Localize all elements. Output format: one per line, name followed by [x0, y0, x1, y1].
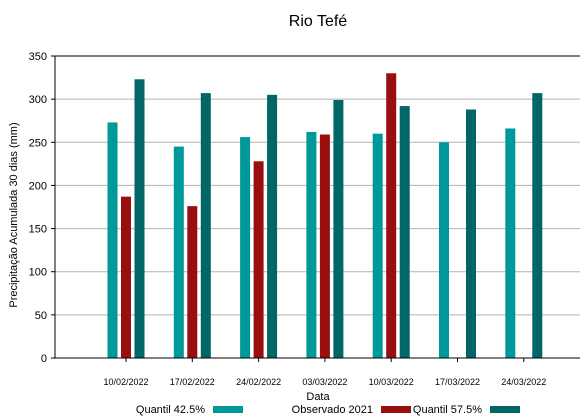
bar-observado-2021-1	[187, 206, 198, 358]
bar-quantil-42-5--3	[306, 131, 317, 358]
bar-quantil-57-5--1	[200, 93, 211, 359]
bar-observado-2021-4	[386, 73, 397, 358]
bar-quantil-57-5--3	[333, 100, 344, 359]
y-axis-label: Precipitação Acumulada 30 dias (mm)	[8, 122, 20, 307]
chart-title: Rio Tefé	[289, 13, 348, 30]
x-tick-label: 17/03/2022	[435, 377, 480, 387]
legend-label: Observado 2021	[292, 404, 373, 416]
legend-swatch	[381, 406, 411, 413]
legend-label: Quantil 42.5%	[136, 404, 205, 416]
legend: Quantil 42.5% Observado 2021 Quantil 57.5%	[136, 404, 520, 416]
y-tick-label: 100	[29, 267, 47, 279]
bar-quantil-57-5--0	[134, 79, 145, 358]
y-tick-label: 200	[29, 180, 47, 192]
bar-quantil-42-5--2	[240, 137, 251, 358]
x-axis-ticks: 10/02/2022 17/02/2022 24/02/2022 03/03/2022…	[103, 358, 546, 387]
bars	[107, 73, 543, 359]
x-axis-label: Data	[306, 391, 330, 403]
bar-quantil-57-5--6	[532, 93, 543, 359]
x-tick-label: 24/02/2022	[236, 377, 281, 387]
y-axis-ticks: 0 50 100 150 200 250 300 350	[29, 51, 55, 365]
x-tick-label: 03/03/2022	[302, 377, 347, 387]
bar-quantil-42-5--0	[107, 122, 118, 358]
bar-quantil-42-5--5	[439, 142, 449, 358]
bar-quantil-57-5--5	[466, 109, 476, 358]
bar-quantil-57-5--2	[267, 94, 278, 358]
grid	[55, 55, 580, 359]
legend-swatch	[213, 406, 243, 413]
bar-observado-2021-3	[319, 134, 330, 358]
x-tick-label: 10/02/2022	[103, 377, 148, 387]
bar-quantil-42-5--6	[505, 128, 516, 358]
bar-observado-2021-2	[253, 161, 264, 358]
legend-swatch	[490, 406, 520, 413]
y-tick-label: 150	[29, 224, 47, 236]
plot-frame	[54, 55, 580, 359]
legend-label: Quantil 57.5%	[413, 404, 482, 416]
bar-quantil-42-5--4	[372, 133, 383, 358]
bar-observado-2021-0	[121, 196, 131, 358]
x-tick-label: 17/02/2022	[170, 377, 215, 387]
y-tick-label: 350	[29, 51, 47, 63]
bar-quantil-57-5--4	[399, 106, 410, 358]
y-tick-label: 0	[41, 353, 47, 365]
bar-quantil-42-5--1	[173, 146, 184, 358]
x-tick-label: 10/03/2022	[369, 377, 414, 387]
y-tick-label: 300	[29, 94, 47, 106]
y-tick-label: 50	[35, 310, 47, 322]
x-tick-label: 24/03/2022	[501, 377, 546, 387]
y-tick-label: 250	[29, 137, 47, 149]
